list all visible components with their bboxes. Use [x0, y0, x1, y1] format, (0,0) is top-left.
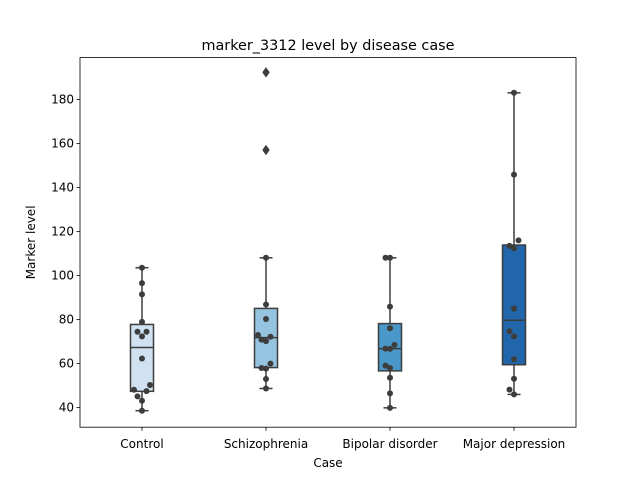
- data-point: [387, 390, 393, 397]
- data-point: [263, 69, 269, 76]
- data-point: [139, 280, 145, 287]
- x-tick-label: Major depression: [463, 437, 566, 451]
- data-point: [139, 407, 145, 414]
- data-point: [511, 333, 517, 340]
- data-point: [506, 386, 513, 393]
- data-point: [255, 332, 261, 339]
- data-point: [139, 397, 145, 404]
- data-point: [139, 264, 145, 271]
- y-tick-label: 160: [51, 137, 74, 151]
- data-point: [382, 254, 389, 261]
- plot-frame: [79, 57, 577, 428]
- data-point: [258, 336, 265, 343]
- y-tick-label: 140: [51, 181, 74, 195]
- data-point: [267, 360, 274, 367]
- data-point: [263, 376, 269, 383]
- data-point: [511, 356, 517, 363]
- data-point: [139, 291, 145, 298]
- data-point: [139, 333, 145, 340]
- data-point: [387, 325, 393, 332]
- data-point: [391, 341, 398, 348]
- data-point: [263, 147, 269, 153]
- box-group: [377, 257, 403, 409]
- plot-area: [129, 67, 527, 414]
- box-group: [501, 92, 527, 396]
- x-axis: Control Schizophrenia Bipolar disorder Majo…: [120, 427, 565, 451]
- data-point: [134, 328, 141, 335]
- data-point: [506, 328, 513, 335]
- data-point: [139, 355, 145, 362]
- x-tick-label: Schizophrenia: [224, 437, 308, 451]
- data-point: [263, 315, 269, 322]
- data-point: [511, 89, 517, 96]
- data-point: [387, 404, 393, 411]
- data-point: [263, 365, 269, 372]
- box: [501, 244, 527, 366]
- data-point: [267, 333, 274, 340]
- data-point: [263, 254, 269, 261]
- y-tick-label: 180: [51, 93, 74, 107]
- y-tick-label: 120: [51, 225, 74, 239]
- x-tick-label: Control: [120, 437, 163, 451]
- y-tick-label: 80: [59, 313, 74, 327]
- data-point: [139, 318, 145, 325]
- x-tick-label: Bipolar disorder: [342, 437, 437, 451]
- y-tick-label: 100: [51, 269, 74, 283]
- data-point: [387, 374, 393, 381]
- data-point: [263, 385, 269, 392]
- data-point: [143, 328, 150, 335]
- x-axis-label: Case: [313, 456, 342, 470]
- data-point: [147, 381, 153, 388]
- data-point: [143, 388, 150, 395]
- data-point: [387, 303, 393, 310]
- data-point: [258, 365, 265, 372]
- y-axis: 40 60 80 100 120 140 160 180: [51, 93, 80, 415]
- data-point: [511, 375, 517, 382]
- data-point: [506, 242, 513, 249]
- data-point: [387, 365, 393, 372]
- data-point: [263, 338, 269, 345]
- chart-title: marker_3312 level by disease case: [201, 38, 454, 54]
- data-point: [263, 301, 269, 308]
- data-point: [515, 237, 522, 244]
- data-point: [134, 393, 141, 400]
- data-point: [382, 345, 389, 352]
- data-point: [382, 362, 389, 369]
- data-point: [387, 254, 393, 261]
- data-point: [387, 345, 393, 352]
- y-axis-label: Marker level: [24, 205, 38, 279]
- data-point: [511, 305, 517, 312]
- y-tick-label: 60: [59, 357, 74, 371]
- data-point: [131, 386, 137, 393]
- data-point: [511, 171, 517, 178]
- data-point: [511, 391, 517, 398]
- data-point: [511, 245, 517, 252]
- y-tick-label: 40: [59, 401, 74, 415]
